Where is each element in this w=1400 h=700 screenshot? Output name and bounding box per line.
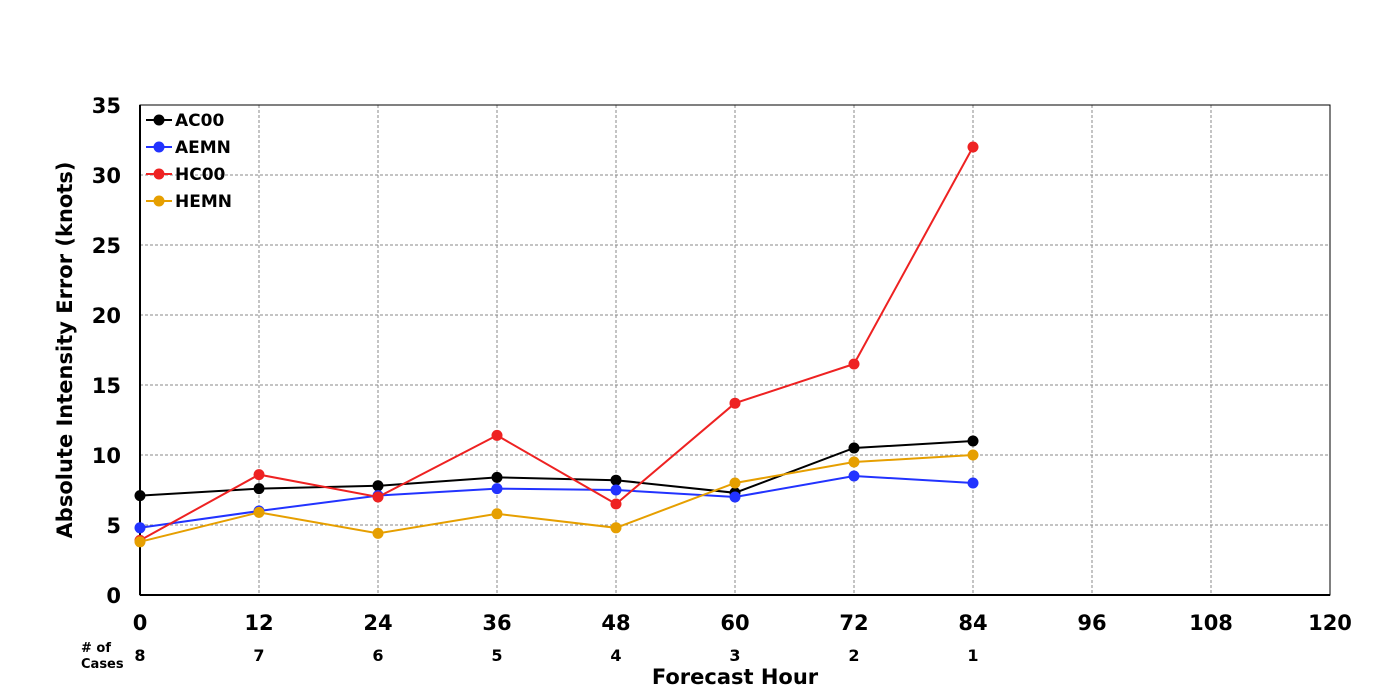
data-point-ac00 — [610, 474, 622, 486]
x-tick-label: 108 — [1189, 611, 1233, 635]
x-tick-label: 0 — [133, 611, 148, 635]
data-point-ac00 — [372, 480, 384, 492]
y-tick-label: 5 — [106, 514, 121, 538]
series-line-aemn — [139, 474, 974, 529]
data-point-hc00 — [491, 429, 503, 441]
x-tick-label: 60 — [720, 611, 749, 635]
case-count-label: 4 — [610, 646, 621, 665]
legend-label-hemn: HEMN — [175, 192, 232, 212]
data-point-hc00 — [372, 491, 384, 503]
y-tick-labels: 0 5 10 15 20 25 30 35 — [92, 94, 121, 608]
data-point-hc00 — [967, 141, 979, 153]
series-group — [134, 141, 979, 548]
y-tick-label: 30 — [92, 164, 121, 188]
legend-label-aemn: AEMN — [175, 138, 231, 158]
data-point-hc00 — [729, 397, 741, 409]
data-point-ac00 — [134, 490, 146, 502]
y-tick-label: 25 — [92, 234, 121, 258]
data-point-hemn — [134, 536, 146, 548]
data-point-hemn — [729, 477, 741, 489]
grid — [140, 104, 1331, 595]
data-point-aemn — [491, 483, 503, 495]
legend: AC00 AEMN HC00 HEMN — [146, 111, 232, 212]
data-point-hc00 — [253, 469, 265, 481]
data-point-aemn — [967, 477, 979, 489]
case-count-label: 2 — [848, 646, 859, 665]
case-count-label: 5 — [491, 646, 502, 665]
legend-marker-aemn — [153, 141, 165, 153]
case-count-label: 8 — [134, 646, 145, 665]
data-point-hemn — [610, 522, 622, 534]
x-tick-label: 12 — [244, 611, 273, 635]
x-tick-label: 36 — [482, 611, 511, 635]
y-tick-label: 10 — [92, 444, 121, 468]
data-point-aemn — [848, 470, 860, 482]
cases-row: 8 7 6 5 4 3 2 1 — [134, 646, 978, 665]
series-line-hemn — [139, 454, 974, 543]
y-tick-label: 15 — [92, 374, 121, 398]
data-point-hemn — [967, 449, 979, 461]
case-count-label: 3 — [729, 646, 740, 665]
x-axis-title: Forecast Hour — [652, 665, 819, 689]
data-point-ac00 — [253, 483, 265, 495]
legend-marker-hc00 — [153, 168, 165, 180]
series-line-hc00 — [139, 146, 974, 542]
data-point-hc00 — [610, 498, 622, 510]
case-count-label: 7 — [253, 646, 264, 665]
series-line-ac00 — [139, 440, 974, 497]
data-point-aemn — [134, 522, 146, 534]
data-point-hemn — [491, 508, 503, 520]
data-point-hemn — [253, 506, 265, 518]
case-count-label: 6 — [372, 646, 383, 665]
x-tick-label: 48 — [601, 611, 630, 635]
y-tick-label: 35 — [92, 94, 121, 118]
data-point-ac00 — [848, 442, 860, 454]
legend-label-hc00: HC00 — [175, 165, 226, 185]
x-tick-label: 24 — [363, 611, 392, 635]
data-point-hemn — [372, 527, 384, 539]
data-point-aemn — [729, 491, 741, 503]
x-tick-label: 96 — [1077, 611, 1106, 635]
data-point-ac00 — [491, 471, 503, 483]
data-point-hemn — [848, 456, 860, 468]
legend-label-ac00: AC00 — [175, 111, 224, 131]
y-tick-label: 20 — [92, 304, 121, 328]
legend-marker-hemn — [153, 195, 165, 207]
legend-marker-ac00 — [153, 114, 165, 126]
data-point-ac00 — [967, 435, 979, 447]
x-tick-label: 84 — [958, 611, 987, 635]
x-tick-label: 120 — [1308, 611, 1352, 635]
data-point-hc00 — [848, 358, 860, 370]
data-point-aemn — [610, 484, 622, 496]
x-tick-labels: 0 12 24 36 48 60 72 84 96 108 120 — [133, 611, 1352, 635]
case-count-label: 1 — [967, 646, 978, 665]
x-tick-label: 72 — [839, 611, 868, 635]
y-tick-label: 0 — [106, 584, 121, 608]
cases-title-line-2: Cases — [81, 657, 124, 672]
cases-title-line-1: # of — [81, 641, 111, 656]
y-axis-title: Absolute Intensity Error (knots) — [53, 162, 77, 539]
